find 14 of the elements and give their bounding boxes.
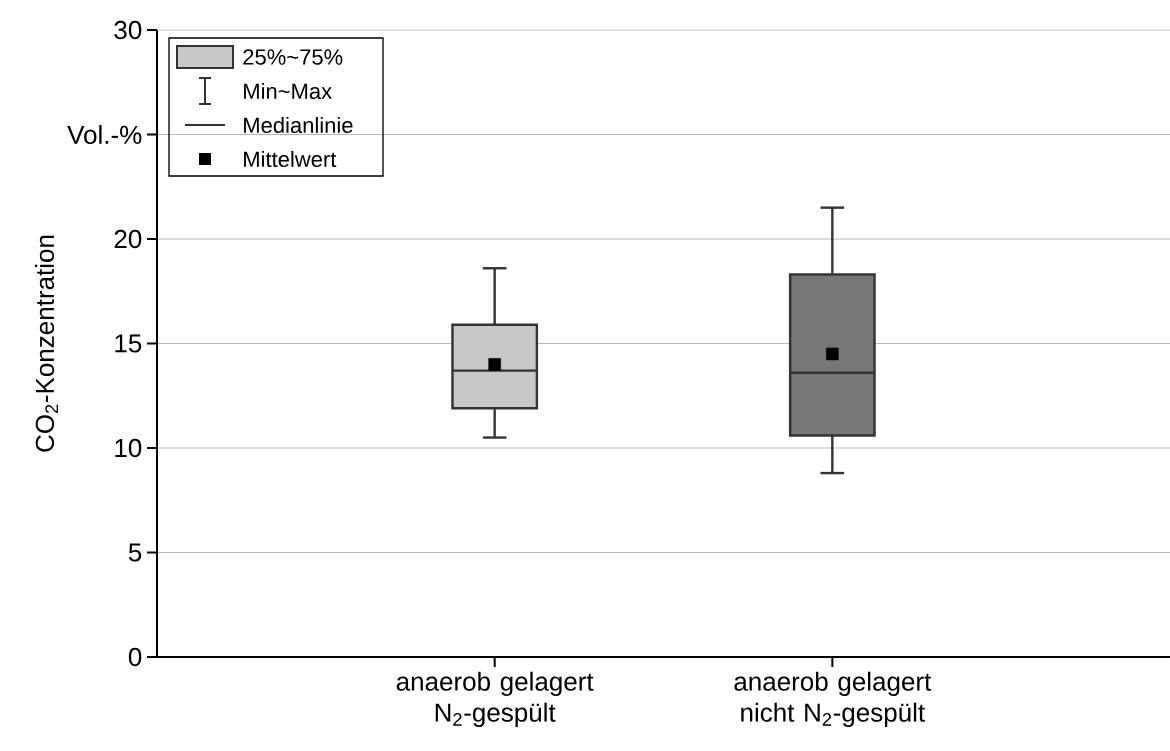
- annotation: Mittelwert: [244, 150, 337, 168]
- y-tick-label: 20: [114, 229, 142, 249]
- annotation: Min~Max: [244, 82, 332, 100]
- y-tick-label: 10: [115, 438, 142, 458]
- annotation: 25%~75%: [243, 49, 343, 65]
- x-tick-label: anaerob gelagert N$_{2}$-gespült: [396, 671, 594, 727]
- y-tick-label: 5: [128, 543, 142, 562]
- y-axis-title: CO$_{2}$-Konzentration: [35, 235, 58, 452]
- x-tick-label: anaerob gelagert nicht N$_{2}$-gespült: [734, 671, 932, 727]
- y-tick-label: 30: [114, 20, 142, 40]
- y-tick-label: 15: [115, 334, 142, 353]
- y-tick-label: 0: [128, 647, 142, 667]
- annotation: Medianlinie: [244, 116, 353, 134]
- y-tick-label: Vol.-%: [67, 124, 142, 145]
